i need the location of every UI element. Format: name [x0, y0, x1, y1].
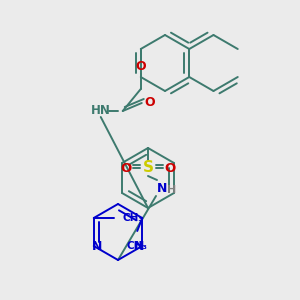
Text: O: O	[135, 61, 146, 74]
Text: O: O	[120, 161, 132, 175]
Text: HN: HN	[91, 104, 111, 118]
Text: H: H	[167, 185, 177, 195]
Text: N: N	[92, 239, 102, 253]
Text: N: N	[157, 182, 167, 194]
Text: CH₃: CH₃	[127, 241, 148, 251]
Text: O: O	[144, 97, 155, 110]
Text: O: O	[164, 161, 175, 175]
Text: S: S	[142, 160, 154, 175]
Text: N: N	[134, 239, 144, 253]
Text: CH₃: CH₃	[123, 213, 144, 223]
